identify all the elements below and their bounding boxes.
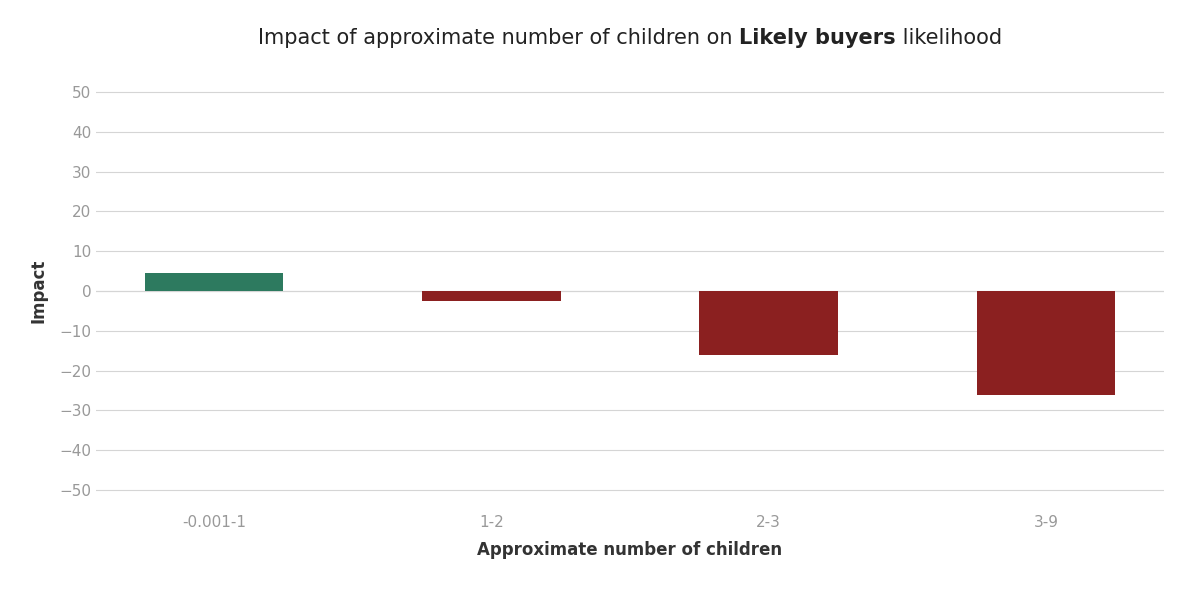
Text: likelihood: likelihood [896,28,1002,48]
Bar [700,291,838,355]
X-axis label: Approximate number of children: Approximate number of children [478,541,782,559]
Bar [977,291,1116,395]
Text: Likely buyers: Likely buyers [739,28,896,48]
Text: Impact of approximate number of children on: Impact of approximate number of children… [258,28,739,48]
Bar [422,291,560,301]
Y-axis label: Impact: Impact [30,259,48,323]
Bar [144,273,283,291]
